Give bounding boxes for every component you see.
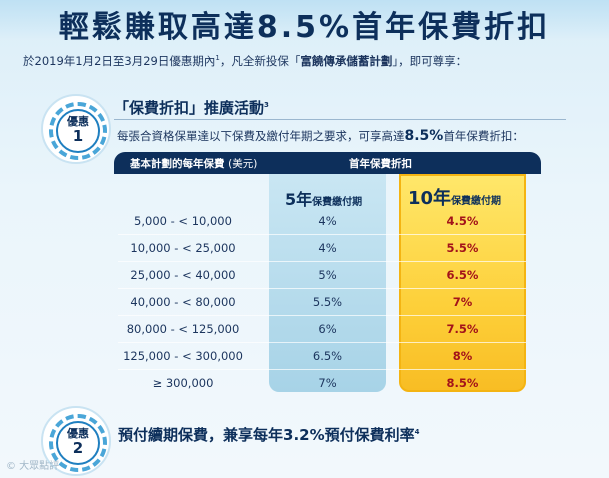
term-10-discount-label: 8.5%: [446, 376, 479, 390]
row-divider: [118, 261, 526, 262]
offer-1-heading: 「保費折扣」推廣活動3: [114, 97, 269, 118]
row-divider: [118, 234, 526, 235]
lifebuoy-icon: [49, 414, 107, 472]
term-5-discount-label: 6%: [318, 322, 337, 336]
premium-range-label: ≥ 300,000: [152, 376, 214, 390]
offer-2-footnote: 4: [414, 428, 420, 436]
term-5-discount-label: 5.5%: [312, 295, 343, 309]
intro-text: 於2019年1月2日至3月29日優惠期內1，凡全新投保「富饒傳承儲蓄計劃」，即可…: [23, 53, 467, 69]
premium-range-label: 40,000 - < 80,000: [130, 295, 236, 309]
badge-number: 2: [72, 439, 84, 457]
offer-1-footnote: 3: [264, 101, 269, 109]
row-divider: [118, 342, 526, 343]
term-5-discount-label: 4%: [318, 214, 337, 228]
badge-word: 優惠: [67, 427, 89, 440]
term-10-discount-label: 8%: [452, 349, 473, 363]
lifebuoy-icon: [49, 102, 107, 160]
desc-prefix: 每張合資格保單達以下保費及繳付年期之要求，可享高達: [117, 129, 405, 143]
premium-range-label: 5,000 - < 10,000: [134, 214, 232, 228]
desc-suffix: 首年保費折扣：: [443, 129, 524, 143]
term-5-big: 5年: [285, 190, 313, 209]
intro-suffix: 」，即可尊享：: [392, 54, 468, 68]
intro-footnote: 1: [215, 54, 220, 63]
page-title: 輕鬆賺取高達8.5%首年保費折扣: [58, 10, 551, 45]
premium-range-label: 10,000 - < 25,000: [130, 241, 236, 255]
intro-middle: ，凡全新投保「: [219, 54, 301, 68]
term-10-discount-label: 4.5%: [446, 214, 479, 228]
term-10-column: [399, 174, 526, 392]
badge-number: 1: [72, 127, 84, 145]
term-5-discount-label: 7%: [318, 376, 337, 390]
premium-range-label: 125,000 - < 300,000: [123, 349, 243, 363]
term-5-discount-label: 4%: [318, 241, 337, 255]
offer-2-heading: 預付續期保費，兼享每年3.2%預付保費利率4: [118, 424, 419, 445]
offer-1-description: 每張合資格保單達以下保費及繳付年期之要求，可享高達8.5%首年保費折扣：: [117, 128, 524, 144]
plan-name: 富饒傳承儲蓄計劃: [300, 54, 393, 68]
intro-prefix: 於2019年1月2日至3月29日優惠期內: [23, 54, 216, 68]
section-divider: [114, 119, 566, 120]
offer-2-heading-text: 預付續期保費，兼享每年3.2%預付保費利率: [118, 426, 415, 444]
row-divider: [118, 315, 526, 316]
term-5-small: 保費繳付期: [312, 197, 363, 208]
offer-1-heading-text: 「保費折扣」推廣活動: [114, 99, 265, 117]
header-premium-label: 基本計劃的每年保費: [130, 158, 225, 170]
premium-range-label: 25,000 - < 40,000: [130, 268, 236, 282]
term-5-column: [269, 174, 386, 392]
header-background: [0, 0, 609, 40]
header-premium-unit: (美元): [228, 158, 258, 170]
term-10-discount-label: 5.5%: [446, 241, 479, 255]
badge-word: 優惠: [67, 115, 89, 128]
term-10-discount-label: 7%: [452, 295, 473, 309]
desc-highlight: 8.5%: [404, 128, 444, 144]
term-10-small: 保費繳付期: [451, 196, 502, 207]
offer-1-badge: 優惠 1: [41, 94, 111, 164]
term-5-discount-label: 5%: [318, 268, 337, 282]
term-10-big: 10年: [408, 188, 452, 209]
row-divider: [118, 288, 526, 289]
term-10-discount-label: 6.5%: [446, 268, 479, 282]
row-divider: [118, 369, 526, 370]
term-5-heading: 5年保費繳付期: [285, 186, 362, 210]
term-10-heading: 10年保費繳付期: [408, 184, 501, 210]
header-premium: 基本計劃的每年保費 (美元): [130, 156, 257, 171]
header-discount: 首年保費折扣: [349, 158, 412, 170]
premium-range-label: 80,000 - < 125,000: [126, 322, 240, 336]
offer-2-badge: 優惠 2: [41, 406, 111, 476]
watermark: © 大眾點評: [6, 461, 60, 472]
term-5-discount-label: 6.5%: [312, 349, 343, 363]
term-10-discount-label: 7.5%: [446, 322, 479, 336]
table-header: 基本計劃的每年保費 (美元) 首年保費折扣: [114, 152, 541, 174]
